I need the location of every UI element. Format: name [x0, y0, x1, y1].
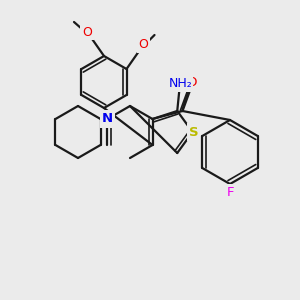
Text: F: F	[226, 185, 234, 199]
Text: O: O	[82, 26, 92, 38]
Text: NH₂: NH₂	[168, 77, 192, 91]
Text: NH₂: NH₂	[168, 77, 192, 91]
Text: N: N	[102, 112, 113, 125]
Text: O: O	[186, 76, 197, 89]
Text: O: O	[186, 76, 197, 89]
Text: N: N	[102, 112, 113, 125]
Text: F: F	[226, 185, 234, 199]
Text: S: S	[189, 125, 198, 139]
Text: O: O	[82, 26, 92, 38]
Text: O: O	[139, 38, 148, 52]
Text: O: O	[139, 38, 148, 52]
Text: S: S	[189, 125, 198, 139]
